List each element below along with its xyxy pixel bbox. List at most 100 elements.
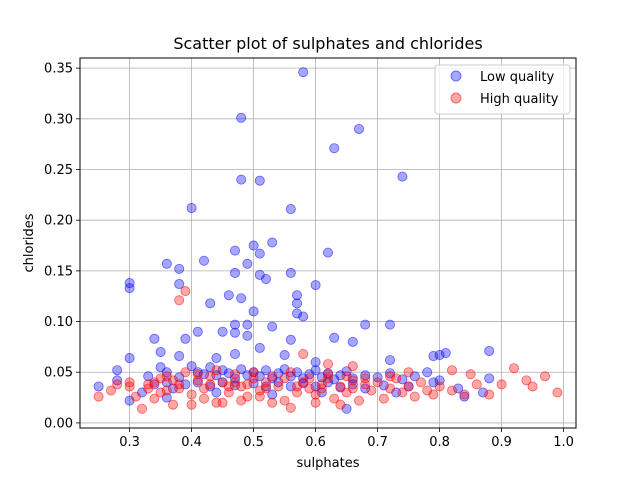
point-low-quality (347, 379, 358, 390)
point-high-quality (378, 393, 389, 404)
point-low-quality (322, 247, 333, 258)
point-high-quality (347, 383, 358, 394)
point-low-quality (198, 255, 209, 266)
point-high-quality (260, 383, 271, 394)
point-low-quality (223, 290, 234, 301)
point-high-quality (285, 367, 296, 378)
point-high-quality (310, 397, 321, 408)
point-high-quality (279, 373, 290, 384)
point-low-quality (360, 319, 371, 330)
point-low-quality (93, 381, 104, 392)
point-low-quality (192, 326, 203, 337)
point-low-quality (161, 258, 172, 269)
point-low-quality (310, 365, 321, 376)
point-low-quality (161, 367, 172, 378)
point-low-quality (347, 336, 358, 347)
legend-label-low-quality: Low quality (480, 70, 555, 85)
point-low-quality (174, 279, 185, 290)
point-high-quality (155, 373, 166, 384)
point-low-quality (484, 345, 495, 356)
point-low-quality (384, 319, 395, 330)
point-low-quality (291, 308, 302, 319)
point-high-quality (428, 389, 439, 400)
data-points (93, 67, 563, 414)
point-high-quality (335, 399, 346, 410)
point-low-quality (434, 350, 445, 361)
y-axis-label: chlorides (22, 213, 37, 272)
point-low-quality (279, 350, 290, 361)
point-low-quality (186, 361, 197, 372)
point-high-quality (205, 379, 216, 390)
point-high-quality (291, 381, 302, 392)
point-low-quality (211, 353, 222, 364)
point-high-quality (205, 371, 216, 382)
point-low-quality (254, 248, 265, 259)
point-high-quality (155, 387, 166, 398)
point-low-quality (267, 237, 278, 248)
chart-title: Scatter plot of sulphates and chlorides (173, 34, 482, 53)
point-low-quality (229, 348, 240, 359)
point-high-quality (217, 397, 228, 408)
point-high-quality (347, 361, 358, 372)
point-high-quality (391, 373, 402, 384)
point-high-quality (223, 381, 234, 392)
point-high-quality (316, 379, 327, 390)
point-high-quality (434, 381, 445, 392)
point-high-quality (552, 387, 563, 398)
point-low-quality (310, 357, 321, 368)
point-low-quality (267, 389, 278, 400)
legend-marker-low-quality (450, 70, 462, 82)
point-low-quality (248, 306, 259, 317)
point-high-quality (496, 379, 507, 390)
point-high-quality (248, 367, 259, 378)
point-high-quality (211, 365, 222, 376)
x-tick-label: 1.0 (553, 435, 574, 450)
point-low-quality (112, 365, 123, 376)
point-high-quality (446, 365, 457, 376)
legend-marker-high-quality (450, 92, 462, 104)
point-low-quality (248, 240, 259, 251)
point-high-quality (285, 402, 296, 413)
point-low-quality (484, 373, 495, 384)
y-axis-ticks: 0.00 0.05 0.10 0.15 0.20 0.25 0.30 0.35 (44, 62, 80, 431)
point-low-quality (298, 311, 309, 322)
point-low-quality (217, 326, 228, 337)
point-high-quality (415, 377, 426, 388)
point-high-quality (174, 383, 185, 394)
legend-label-high-quality: High quality (480, 92, 559, 107)
y-tick-label: 0.20 (44, 214, 73, 229)
x-tick-label: 0.4 (181, 435, 202, 450)
point-high-quality (329, 393, 340, 404)
point-low-quality (124, 283, 135, 294)
point-low-quality (229, 327, 240, 338)
point-low-quality (285, 334, 296, 345)
point-low-quality (254, 175, 265, 186)
point-high-quality (167, 375, 178, 386)
point-high-quality (508, 363, 519, 374)
point-low-quality (242, 330, 253, 341)
x-tick-label: 0.9 (491, 435, 512, 450)
point-high-quality (130, 391, 141, 402)
point-high-quality (161, 385, 172, 396)
point-high-quality (403, 381, 414, 392)
point-low-quality (397, 171, 408, 182)
point-high-quality (310, 389, 321, 400)
point-high-quality (304, 383, 315, 394)
y-tick-label: 0.25 (44, 163, 73, 178)
point-high-quality (353, 395, 364, 406)
y-tick-label: 0.35 (44, 62, 73, 77)
point-high-quality (236, 395, 247, 406)
point-low-quality (310, 280, 321, 291)
point-high-quality (192, 369, 203, 380)
y-tick-label: 0.10 (44, 315, 73, 330)
point-low-quality (310, 381, 321, 392)
point-low-quality (149, 333, 160, 344)
point-low-quality (155, 346, 166, 357)
x-tick-label: 0.7 (367, 435, 388, 450)
point-low-quality (124, 353, 135, 364)
point-low-quality (174, 263, 185, 274)
legend: Low quality High quality (434, 64, 571, 115)
point-high-quality (403, 367, 414, 378)
point-high-quality (372, 377, 383, 388)
point-low-quality (229, 380, 240, 391)
